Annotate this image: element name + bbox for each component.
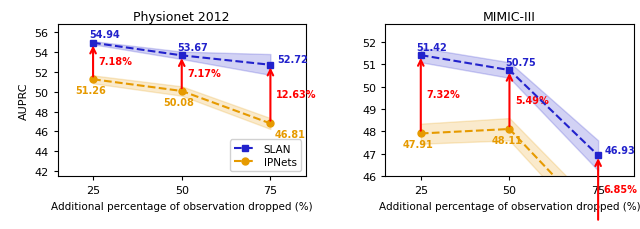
Text: 52.72: 52.72 (277, 55, 308, 65)
Text: 50.75: 50.75 (506, 57, 536, 67)
Text: 5.49%: 5.49% (515, 95, 548, 105)
Legend: SLAN, IPNets: SLAN, IPNets (230, 140, 301, 171)
Text: 7.32%: 7.32% (426, 90, 460, 100)
Text: 6.85%: 6.85% (604, 184, 637, 194)
Title: MIMIC-III: MIMIC-III (483, 11, 536, 24)
Text: 46.81: 46.81 (275, 130, 305, 140)
Text: 50.08: 50.08 (164, 97, 195, 107)
Text: 54.94: 54.94 (89, 30, 120, 40)
Text: 51.42: 51.42 (417, 42, 447, 52)
X-axis label: Additional percentage of observation dropped (%): Additional percentage of observation dro… (51, 201, 312, 211)
Text: 7.18%: 7.18% (99, 57, 132, 67)
Text: 53.67: 53.67 (177, 43, 209, 53)
Text: 46.93: 46.93 (605, 145, 636, 155)
X-axis label: Additional percentage of observation dropped (%): Additional percentage of observation dro… (379, 201, 640, 211)
Y-axis label: AUPRC: AUPRC (19, 82, 29, 120)
Text: 7.17%: 7.17% (187, 69, 221, 79)
Text: 51.26: 51.26 (75, 86, 106, 96)
Title: Physionet 2012: Physionet 2012 (134, 11, 230, 24)
Text: 48.11: 48.11 (492, 135, 522, 145)
Text: 12.63%: 12.63% (276, 90, 316, 100)
Text: 47.91: 47.91 (403, 140, 433, 150)
Text: 43.92: 43.92 (0, 228, 1, 229)
